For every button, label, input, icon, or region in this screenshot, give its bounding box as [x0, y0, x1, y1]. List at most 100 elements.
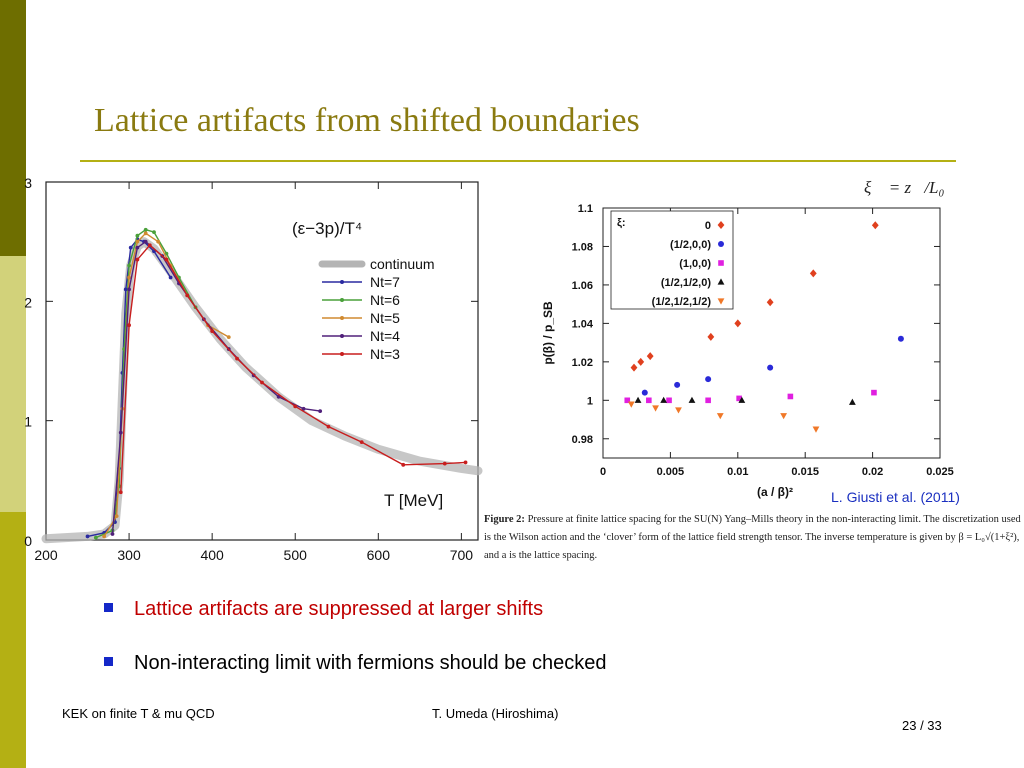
chart2-legend-label: (1/2,1/2,0): [661, 277, 711, 289]
chart2-point-triangle-down: [675, 407, 682, 414]
chart2-point-triangle: [634, 396, 642, 403]
chart2-point-circle: [897, 335, 904, 342]
chart1-point-Nt=3: [463, 460, 468, 465]
xi-formula: ξ⃗ = z⃗/L₀: [864, 178, 945, 197]
chart1-xtick-label: 400: [200, 547, 224, 563]
chart2-xtick-label: 0: [600, 466, 606, 478]
chart2-point-square: [705, 397, 711, 404]
chart2-legend-marker: [718, 260, 724, 266]
chart1-point-Nt=7: [128, 245, 133, 250]
sidebar-stripe-dark: [0, 0, 26, 256]
chart1-legend-label: Nt=6: [370, 292, 400, 308]
chart1-point-Nt=6: [135, 233, 140, 238]
chart1-point-Nt=3: [164, 257, 169, 262]
bullet-square-icon: [104, 657, 113, 667]
chart2-point-triangle: [848, 398, 856, 405]
footer-page-number: 23 / 33: [902, 718, 942, 733]
caption-text: Pressure at finite lattice spacing for t…: [484, 514, 1021, 561]
chart1-point-Nt=3: [293, 404, 298, 409]
chart2-legend-marker: [717, 221, 725, 229]
chart1-xtick-label: 300: [117, 547, 141, 563]
chart2-point-diamond: [766, 298, 774, 307]
chart1-point-Nt=3: [185, 293, 190, 298]
chart2-point-triangle: [738, 396, 746, 403]
chart2-ytick-label: 1.04: [572, 318, 594, 330]
chart2-xtick-label: 0.025: [926, 466, 954, 478]
chart2-legend-marker: [718, 241, 724, 247]
chart1-point-Nt=4: [143, 239, 148, 244]
chart1-legend-marker: [340, 352, 344, 356]
chart2-legend-label: (1/2,0,0): [670, 239, 711, 251]
chart2-point-diamond: [734, 319, 742, 328]
chart1-plot-frame: [45, 181, 479, 541]
footer-center: T. Umeda (Hiroshima): [432, 706, 559, 721]
chart1-point-Nt=4: [318, 409, 323, 414]
chart2-xtick-label: 0.01: [727, 466, 748, 478]
chart1-legend-marker: [340, 334, 344, 338]
chart1-legend-label: Nt=4: [370, 328, 400, 344]
chart2-xtick-label: 0.02: [862, 466, 883, 478]
caption-label: Figure 2:: [484, 514, 525, 525]
chart1-point-Nt=3: [326, 424, 331, 429]
chart2-legend-marker: [717, 298, 725, 305]
chart1-xtick-label: 600: [367, 547, 391, 563]
chart1-point-Nt=3: [147, 243, 152, 248]
chart2-point-diamond: [637, 357, 645, 366]
chart1-point-Nt=5: [127, 275, 131, 280]
bullet-item-1: Lattice artifacts are suppressed at larg…: [104, 598, 543, 621]
chart1-point-Nt=3: [210, 329, 215, 334]
chart1-point-Nt=7: [85, 534, 90, 539]
chart2-legend-title: ξ:: [617, 217, 626, 229]
chart1-point-Nt=6: [152, 230, 156, 235]
chart1-point-Nt=5: [102, 534, 107, 539]
chart1-ytick-label: 0: [24, 533, 32, 549]
chart1-point-Nt=5: [143, 231, 148, 236]
chart2-xtick-label: 0.005: [657, 466, 685, 478]
chart1-point-Nt=3: [127, 323, 131, 328]
chart2-point-square: [624, 397, 631, 404]
chart2-point-triangle: [660, 396, 668, 403]
chart2-point-circle: [641, 389, 648, 396]
chart1-legend-marker: [340, 316, 344, 320]
chart2-point-triangle-down: [812, 426, 820, 433]
chart1-point-Nt=3: [401, 462, 406, 467]
chart1-legend-label: continuum: [370, 256, 435, 272]
chart1-point-Nt=7: [168, 275, 173, 280]
chart2-legend-box: [610, 210, 734, 310]
chart2-ytick-label: 0.98: [572, 434, 593, 446]
chart1-ytick-label: 2: [24, 294, 32, 310]
chart1-legend-marker: [340, 280, 344, 284]
chart2-legend-label: 0: [705, 220, 711, 232]
chart1-ytick-label: 1: [24, 414, 32, 430]
bullet-square-icon: [104, 603, 113, 613]
chart2-point-square: [787, 393, 794, 400]
chart1-legend-marker: [340, 298, 344, 302]
chart1-point-Nt=3: [442, 461, 447, 466]
bullet-item-2: Non-interacting limit with fermions shou…: [104, 652, 606, 675]
chart2-ytick-label: 1: [587, 395, 593, 407]
chart1-point-Nt=6: [127, 263, 131, 268]
chart2-legend-label: (1/2,1/2,1/2): [652, 296, 712, 308]
chart1-point-Nt=5: [114, 514, 119, 519]
chart1-ytick-label: 3: [24, 175, 32, 191]
chart1-xlabel: T [MeV]: [384, 491, 443, 510]
chart1-xtick-label: 700: [450, 547, 474, 563]
chart1-point-Nt=4: [110, 532, 115, 536]
chart2-point-diamond: [630, 363, 638, 372]
chart2-point-square: [736, 395, 742, 402]
chart1-point-Nt=3: [135, 257, 140, 262]
chart2-point-triangle-down: [716, 413, 724, 420]
chart1-point-Nt=4: [301, 406, 306, 411]
chart1-point-Nt=3: [260, 380, 264, 385]
chart2-xtick-label: 0.015: [791, 466, 819, 478]
bullet-text-2: Non-interacting limit with fermions shou…: [134, 652, 607, 674]
chart2-point-diamond: [707, 332, 715, 341]
chart1-point-Nt=3: [359, 440, 364, 445]
chart2-legend-marker: [717, 278, 725, 285]
chart1-point-Nt=5: [135, 239, 140, 244]
chart1-point-Nt=3: [118, 490, 123, 495]
chart1-point-Nt=5: [156, 239, 161, 244]
bullet-text-1: Lattice artifacts are suppressed at larg…: [134, 598, 544, 620]
chart2-ytick-label: 1.02: [572, 357, 593, 369]
